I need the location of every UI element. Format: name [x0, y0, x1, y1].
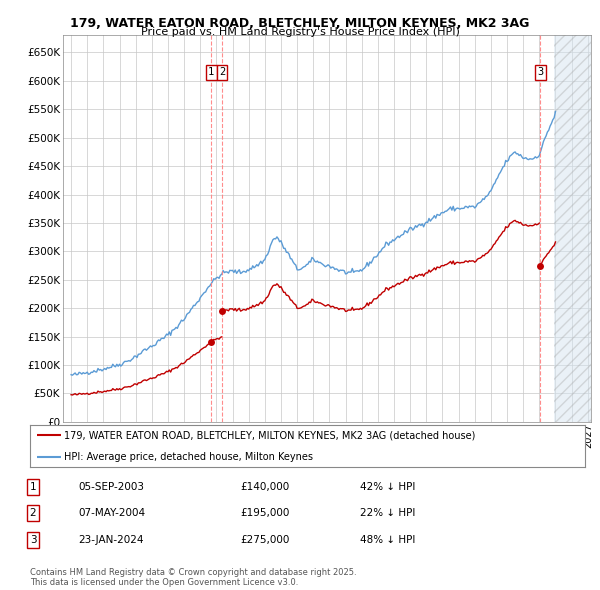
Text: Contains HM Land Registry data © Crown copyright and database right 2025.
This d: Contains HM Land Registry data © Crown c…: [30, 568, 356, 587]
Text: 179, WATER EATON ROAD, BLETCHLEY, MILTON KEYNES, MK2 3AG: 179, WATER EATON ROAD, BLETCHLEY, MILTON…: [70, 17, 530, 30]
Text: 42% ↓ HPI: 42% ↓ HPI: [360, 482, 415, 491]
Text: 1: 1: [29, 482, 37, 491]
Text: 23-JAN-2024: 23-JAN-2024: [78, 535, 143, 545]
Text: 2: 2: [219, 67, 225, 77]
Text: 05-SEP-2003: 05-SEP-2003: [78, 482, 144, 491]
Text: £275,000: £275,000: [240, 535, 289, 545]
Text: 2: 2: [29, 509, 37, 518]
Text: 22% ↓ HPI: 22% ↓ HPI: [360, 509, 415, 518]
Bar: [554, 35, 591, 422]
Text: 1: 1: [208, 67, 214, 77]
Text: 07-MAY-2004: 07-MAY-2004: [78, 509, 145, 518]
Bar: [554, 35, 591, 422]
Text: Price paid vs. HM Land Registry's House Price Index (HPI): Price paid vs. HM Land Registry's House …: [140, 27, 460, 37]
Text: 179, WATER EATON ROAD, BLETCHLEY, MILTON KEYNES, MK2 3AG (detached house): 179, WATER EATON ROAD, BLETCHLEY, MILTON…: [64, 431, 476, 440]
Text: HPI: Average price, detached house, Milton Keynes: HPI: Average price, detached house, Milt…: [64, 452, 313, 461]
Text: £195,000: £195,000: [240, 509, 289, 518]
Text: 3: 3: [29, 535, 37, 545]
Text: 48% ↓ HPI: 48% ↓ HPI: [360, 535, 415, 545]
Text: £140,000: £140,000: [240, 482, 289, 491]
Text: 3: 3: [537, 67, 544, 77]
